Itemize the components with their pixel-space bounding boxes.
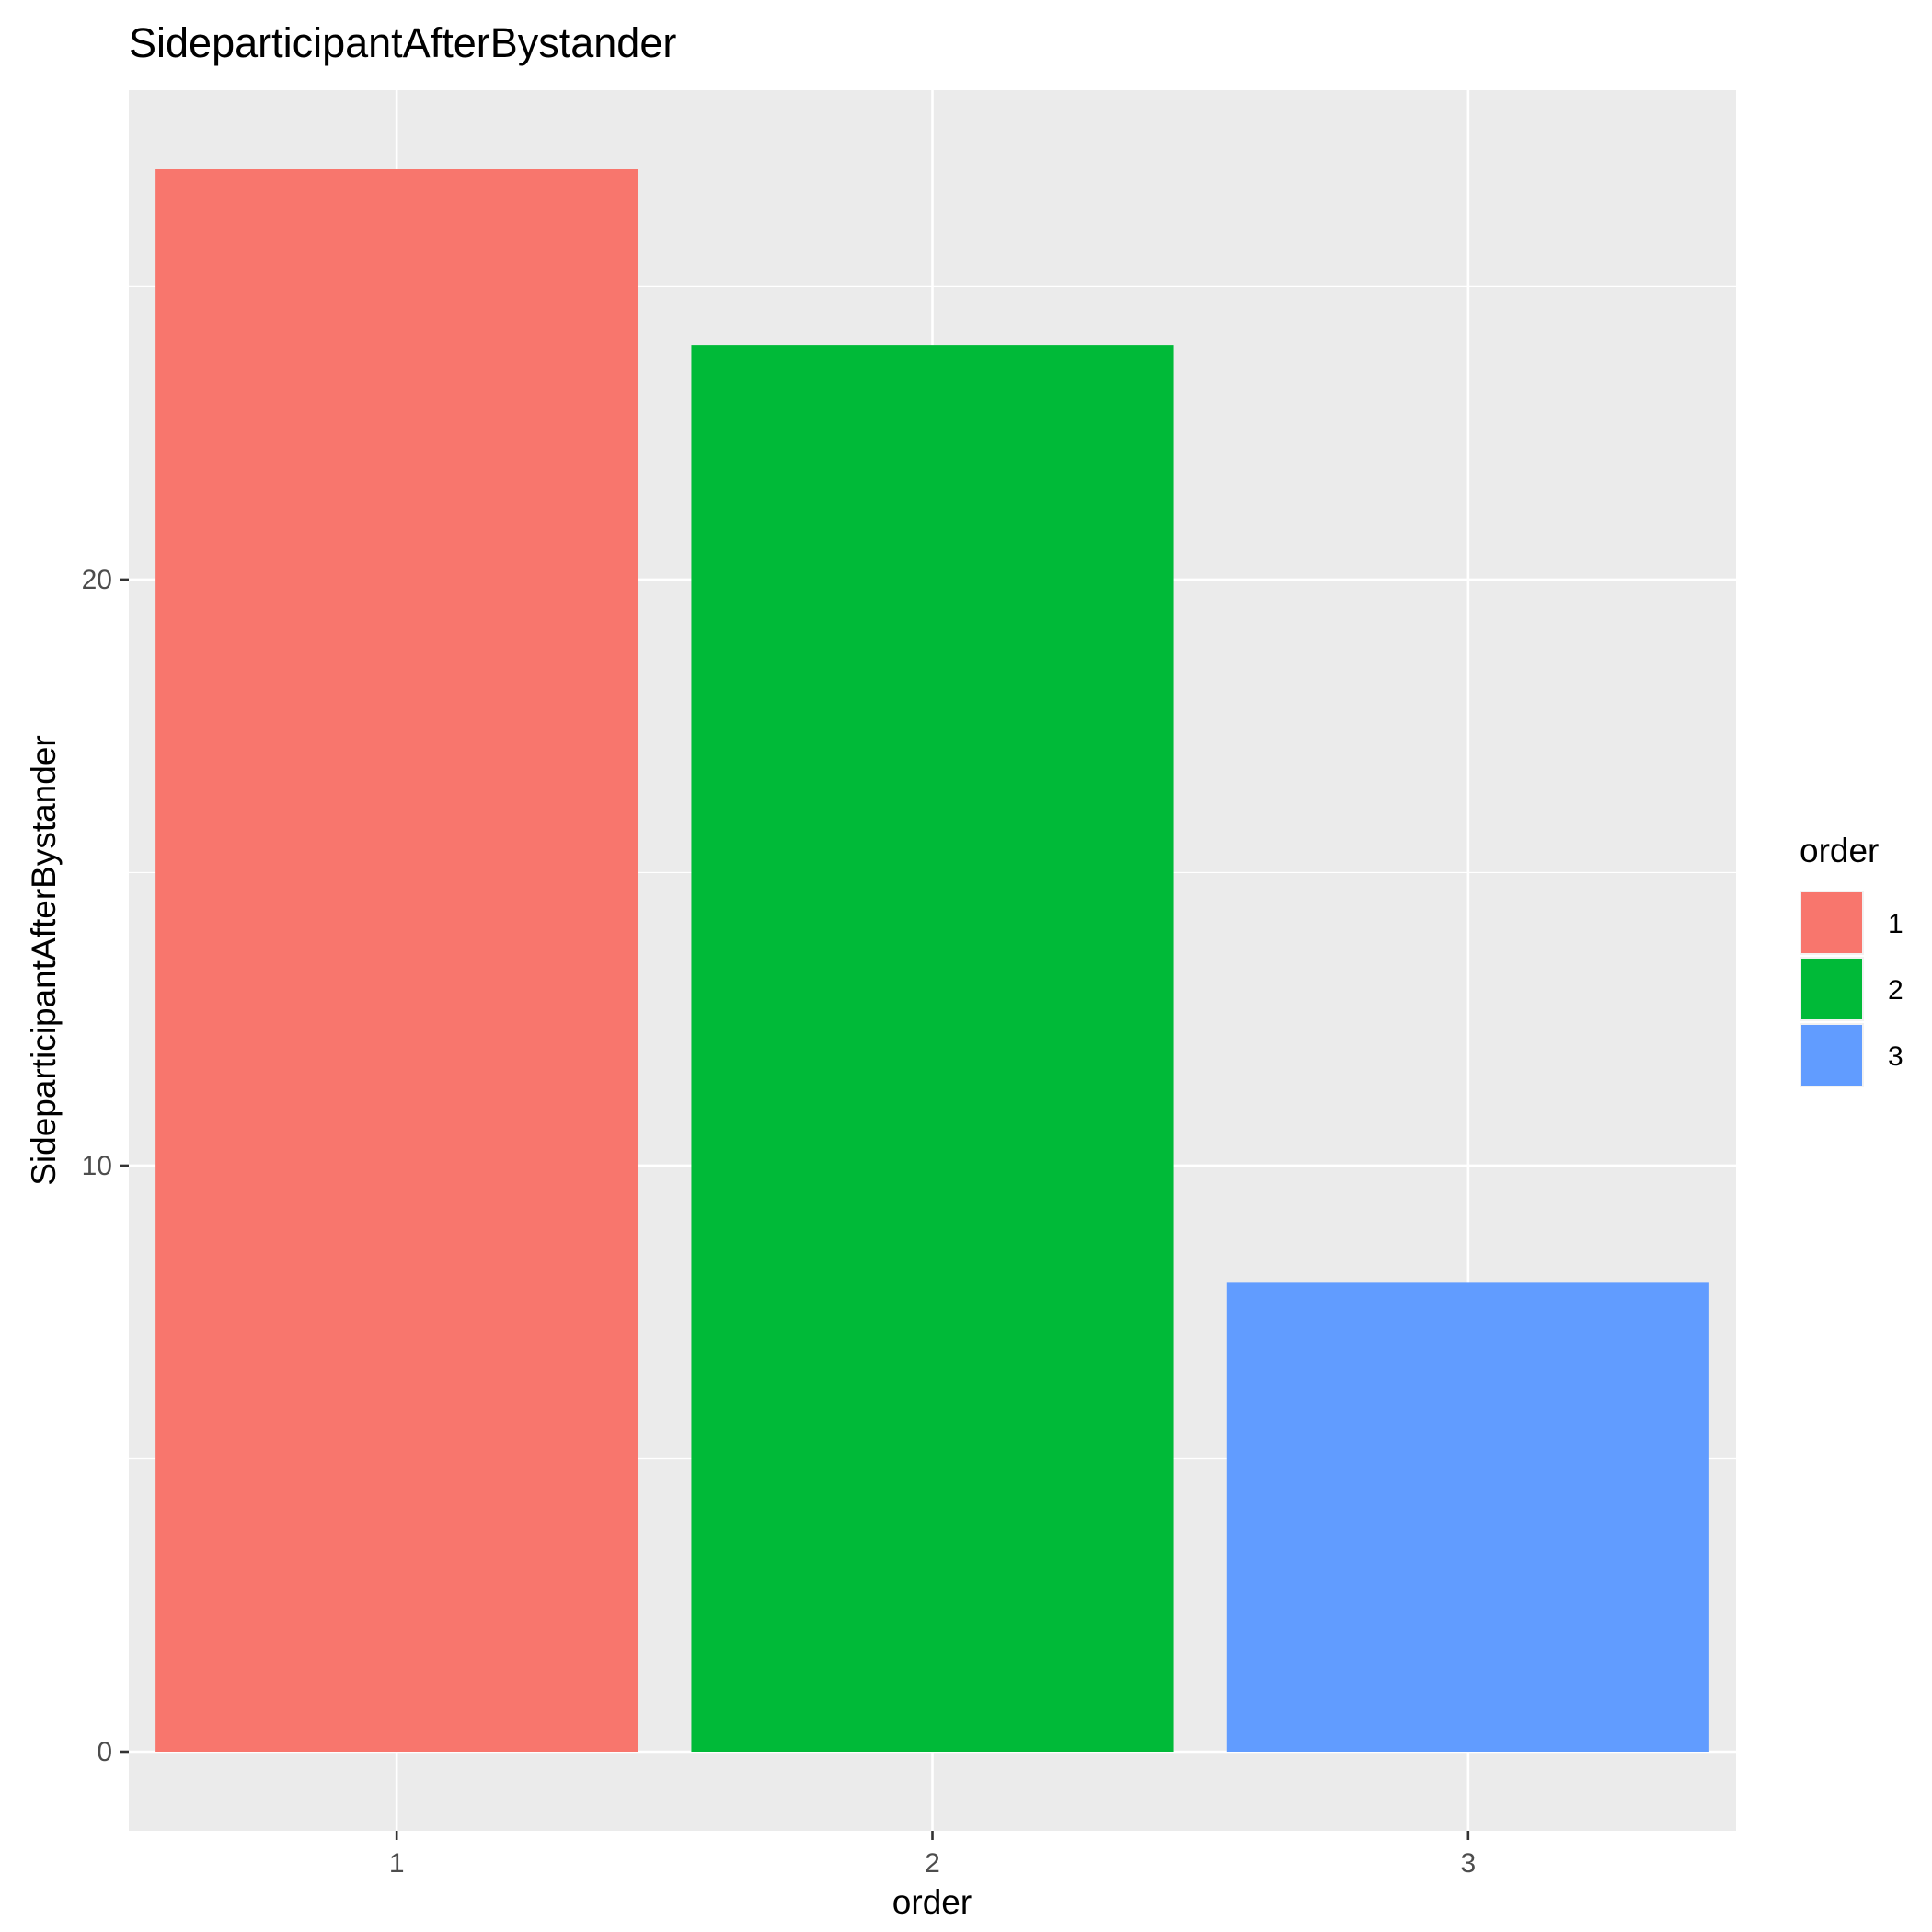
y-axis: 0 10 20 — [82, 565, 129, 1767]
bar-3 — [1226, 1282, 1709, 1752]
bars — [155, 169, 1709, 1753]
legend-label: 1 — [1888, 909, 1903, 939]
legend-swatch-3 — [1801, 1025, 1862, 1086]
bar-1 — [155, 169, 638, 1752]
x-axis-title: order — [892, 1883, 972, 1921]
legend-swatch-1 — [1801, 892, 1862, 953]
legend-label: 3 — [1888, 1041, 1903, 1072]
x-tick-label: 1 — [389, 1848, 405, 1879]
y-tick-label: 0 — [97, 1737, 112, 1767]
chart-title: SideparticipantAfterBystander — [129, 19, 676, 66]
legend-label: 2 — [1888, 975, 1903, 1006]
legend-items: 1 2 3 — [1800, 891, 1903, 1087]
bar-2 — [691, 345, 1174, 1753]
legend-swatch-2 — [1801, 959, 1862, 1019]
x-tick-label: 2 — [925, 1848, 940, 1879]
y-tick-label: 20 — [82, 565, 112, 595]
legend-title: order — [1800, 832, 1879, 869]
x-axis: 1 2 3 — [389, 1831, 1476, 1879]
y-axis-title: SideparticipantAfterBystander — [25, 735, 63, 1186]
x-tick-label: 3 — [1460, 1848, 1476, 1879]
y-tick-label: 10 — [82, 1151, 112, 1181]
legend: order 1 2 3 — [1800, 832, 1903, 1087]
